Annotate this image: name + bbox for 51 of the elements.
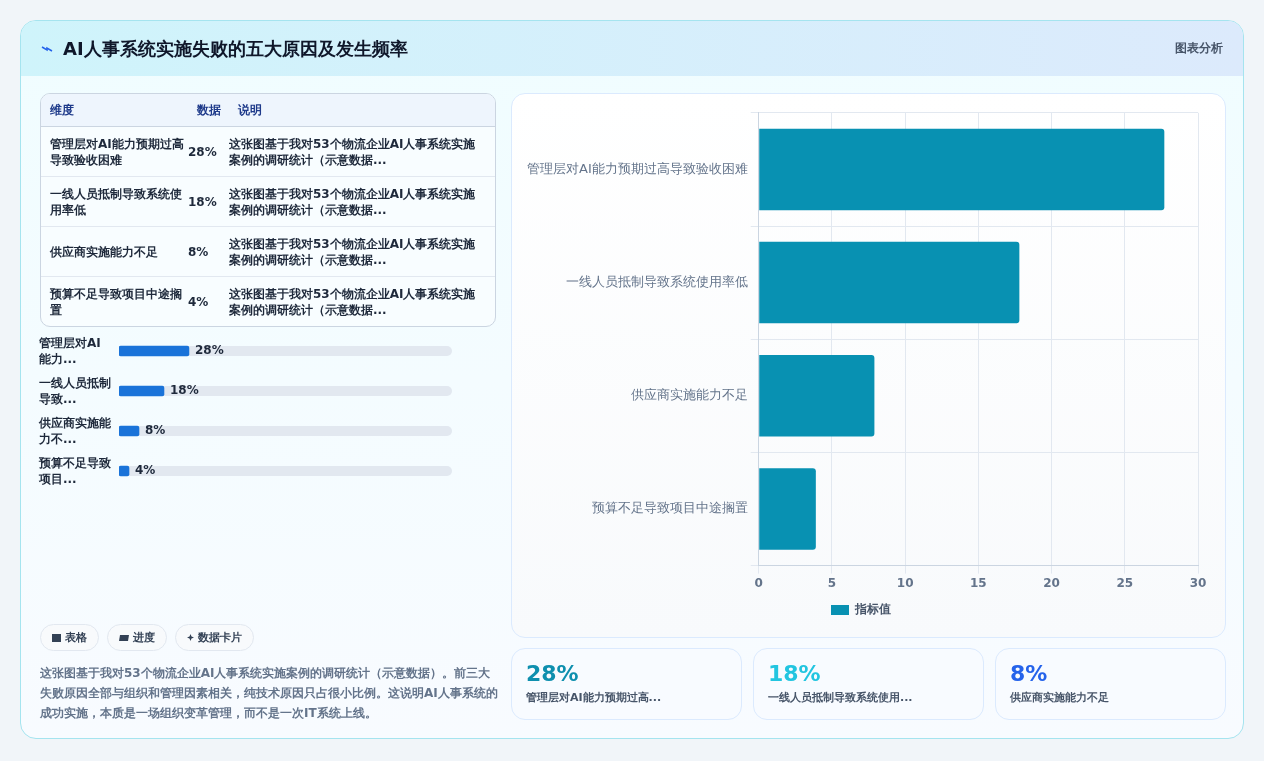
- bar: [119, 465, 130, 477]
- text: 管理层对AI能力预期过高...: [526, 690, 663, 705]
- x-tick-label: 15: [970, 575, 987, 590]
- y-tick-label: 供应商实施能力不...: [39, 415, 111, 448]
- text: 说明: [238, 101, 262, 119]
- x-tick-label: 10: [896, 575, 914, 590]
- text: 表格: [65, 630, 87, 645]
- text: 一线人员抵制导致系统使用...: [768, 690, 914, 705]
- text: 这张图基于我对53个物流企业AI人事系统实施案例的调研统计（示意数据）。前三大失败原因全部与组织和管理因素相关，纯技术原因只占很小比例。这说明AI人事系统的成功实施，本质是一场组织变革管理，而不是一次IT系统上线。: [40, 665, 499, 722]
- text: 供应商实施能力不足: [1010, 690, 1110, 705]
- text: 图表分析: [1175, 40, 1223, 57]
- data-label: 18%: [169, 383, 199, 398]
- bar: [119, 345, 190, 357]
- data-label: 8%: [144, 423, 166, 438]
- text: 这张图基于我对53个物流企业AI人事系统实施案例的调研统计（示意数据...: [229, 135, 477, 168]
- text: 这张图基于我对53个物流企业AI人事系统实施案例的调研统计（示意数据...: [229, 285, 477, 318]
- text: 维度: [49, 101, 75, 119]
- bar: [759, 241, 1020, 324]
- text: 这张图基于我对53个物流企业AI人事系统实施案例的调研统计（示意数据...: [229, 185, 477, 218]
- bar: [759, 355, 875, 437]
- x-tick-label: 20: [1043, 575, 1060, 590]
- legend-label: 指标值: [854, 602, 891, 617]
- text: 28%: [526, 661, 580, 686]
- bar: [119, 385, 165, 397]
- text: 18%: [188, 193, 218, 210]
- bar: [759, 468, 816, 550]
- x-tick-label: 0: [754, 575, 763, 590]
- y-tick-label: 供应商实施能力不足: [630, 387, 748, 403]
- y-tick-label: 管理层对AI能力...: [39, 335, 102, 368]
- x-tick-label: 5: [827, 575, 837, 590]
- text: 数据: [197, 101, 222, 119]
- text: 8%: [188, 243, 210, 260]
- text: 数据卡片: [198, 630, 242, 645]
- bar: [759, 128, 1165, 211]
- x-tick-label: 25: [1116, 575, 1134, 590]
- text: AI人事系统实施失败的五大原因及发生频率: [63, 36, 408, 61]
- text: 这张图基于我对53个物流企业AI人事系统实施案例的调研统计（示意数据...: [229, 235, 477, 268]
- bar: [119, 425, 140, 437]
- data-label: 4%: [134, 463, 156, 478]
- y-tick-label: 预算不足导致项目中途搁置: [591, 500, 748, 516]
- y-tick-label: 一线人员抵制导致...: [39, 375, 111, 408]
- text: 18%: [768, 661, 822, 686]
- text: 28%: [188, 143, 218, 160]
- y-tick-label: 管理层对AI能力预期过高导致验收困难: [526, 160, 748, 176]
- x-tick-label: 30: [1189, 575, 1207, 590]
- y-tick-label: 一线人员抵制导致系统使用率低: [565, 273, 748, 289]
- text: 8%: [1010, 661, 1049, 686]
- text: 4%: [188, 293, 210, 310]
- data-label: 28%: [194, 343, 224, 358]
- y-tick-label: 预算不足导致项目...: [39, 455, 111, 488]
- text: 进度: [133, 630, 155, 645]
